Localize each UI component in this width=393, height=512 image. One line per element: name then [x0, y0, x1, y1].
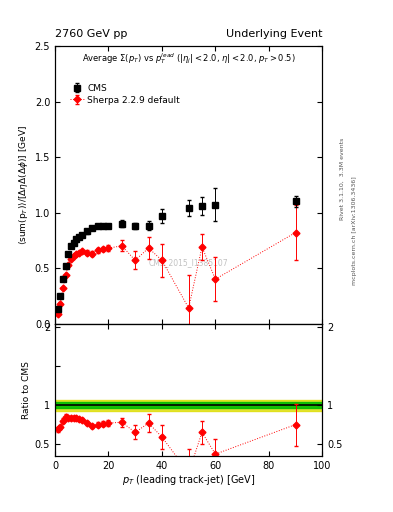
- Bar: [55, 402, 322, 408]
- Text: Average $\Sigma(p_T)$ vs $p_T^{lead}$ ($|\eta_j|<2.0$, $\eta|<2.0$, $p_T>0.5$): Average $\Sigma(p_T)$ vs $p_T^{lead}$ ($…: [82, 52, 296, 66]
- Text: 2760 GeV pp: 2760 GeV pp: [55, 29, 127, 39]
- Text: CMS_2015_I1385107: CMS_2015_I1385107: [149, 258, 228, 267]
- Text: Rivet 3.1.10,  3.3M events: Rivet 3.1.10, 3.3M events: [340, 138, 345, 220]
- Y-axis label: Ratio to CMS: Ratio to CMS: [22, 360, 31, 418]
- Legend: CMS, Sherpa 2.2.9 default: CMS, Sherpa 2.2.9 default: [70, 84, 180, 104]
- Bar: [55, 400, 322, 411]
- Y-axis label: $\langle$sum(p$_{T}$)$\rangle$/[$\Delta\eta\Delta(\Delta\phi)$] [GeV]: $\langle$sum(p$_{T}$)$\rangle$/[$\Delta\…: [18, 125, 31, 245]
- Text: mcplots.cern.ch [arXiv:1306.3436]: mcplots.cern.ch [arXiv:1306.3436]: [352, 176, 357, 285]
- Text: Underlying Event: Underlying Event: [226, 29, 322, 39]
- X-axis label: $p_T$ (leading track-jet) [GeV]: $p_T$ (leading track-jet) [GeV]: [122, 473, 255, 487]
